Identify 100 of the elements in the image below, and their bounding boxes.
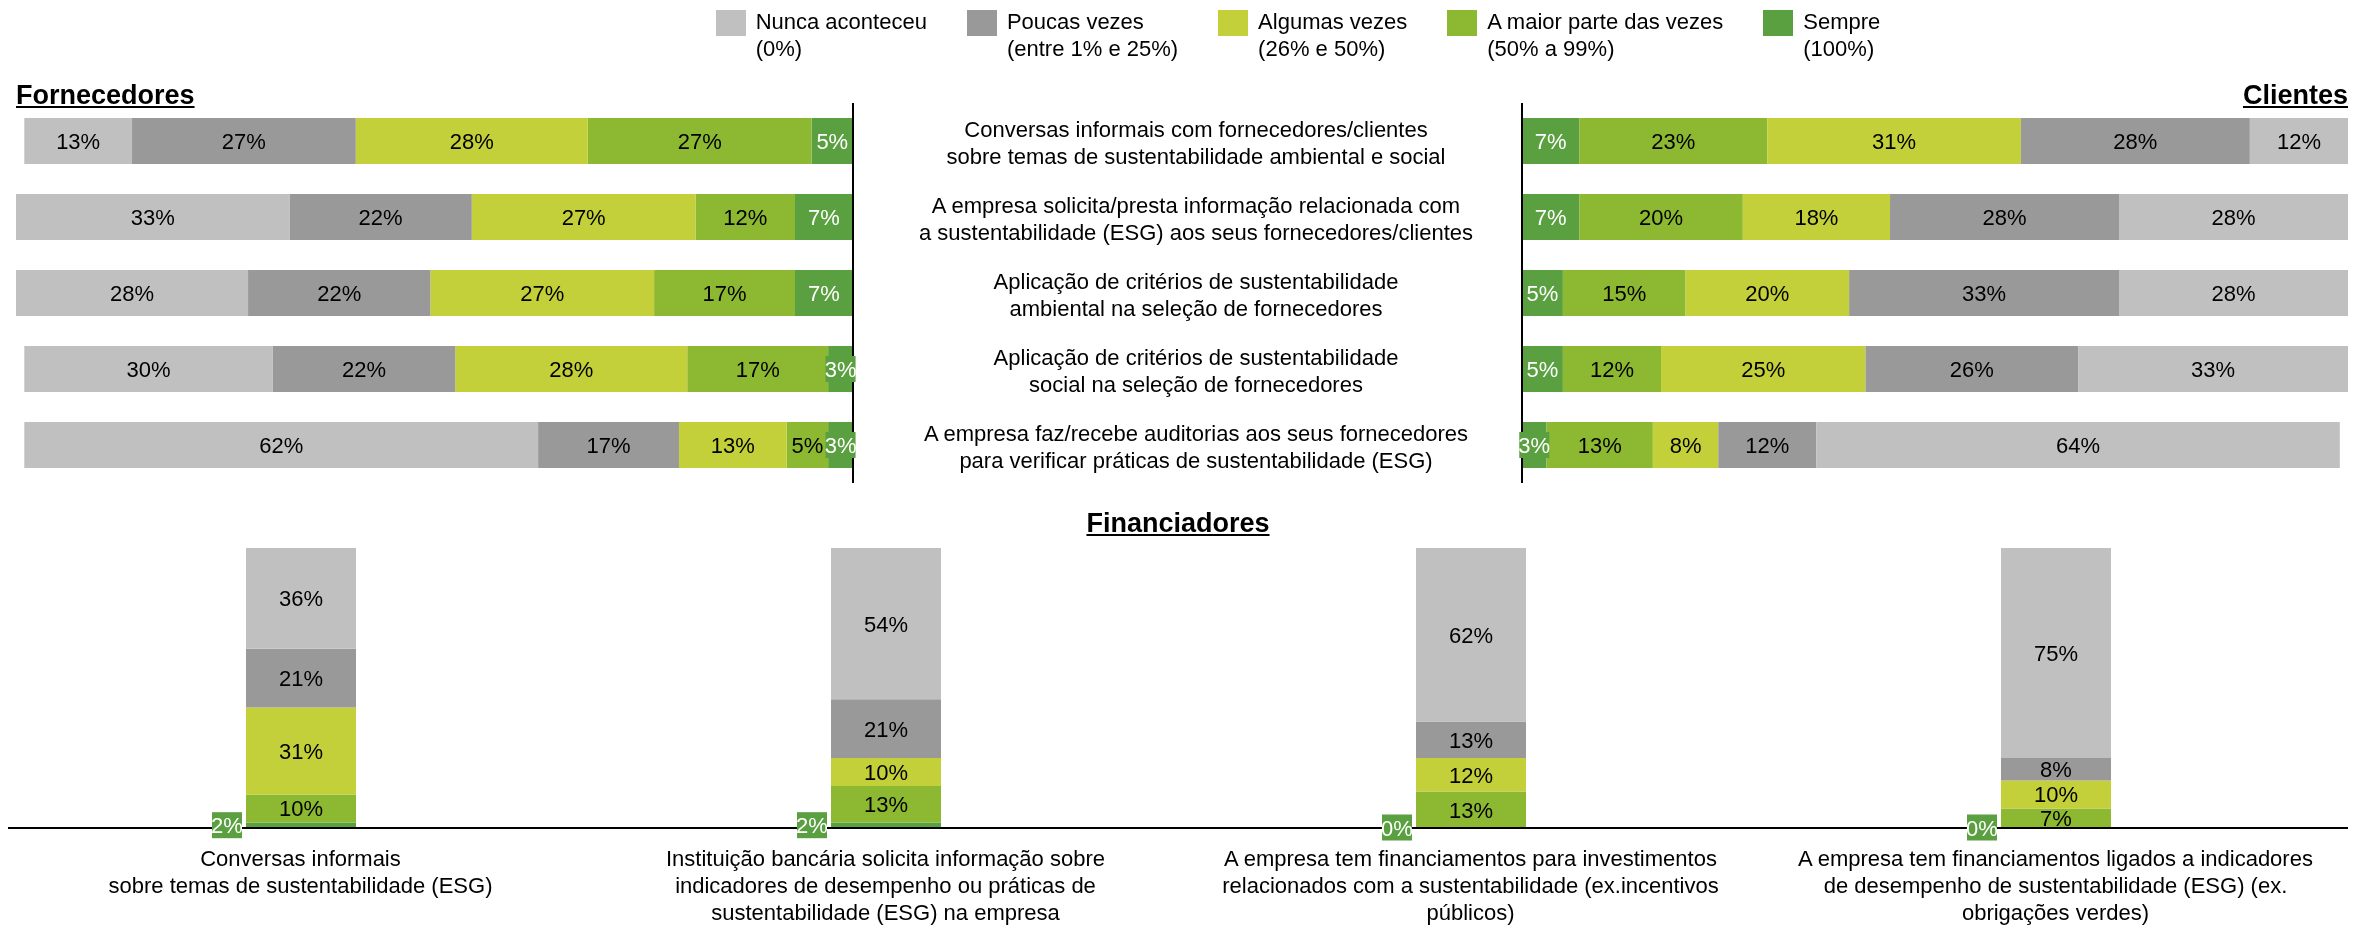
bar — [2001, 548, 2111, 758]
bar — [2119, 194, 2348, 240]
data-label: 10% — [2033, 782, 2079, 808]
bar — [794, 270, 853, 316]
data-label: 17% — [586, 433, 631, 458]
bar — [1416, 758, 1526, 792]
data-label: 33% — [2191, 357, 2236, 382]
bar — [2078, 346, 2348, 392]
bar — [1579, 194, 1743, 240]
x-tick-label: Instituição bancária solicita informação sobre indicadores de desempenho ou práticas de sustentabilidade (ESG) na empresa — [665, 846, 1106, 925]
data-label: 0% — [1381, 815, 1413, 841]
bar — [1718, 422, 1817, 468]
bar — [1562, 270, 1686, 316]
bar — [695, 194, 795, 240]
bar — [471, 194, 696, 240]
x-tick-label: A empresa tem financiamentos ligados a indicadores de desempenho de sustentabilidade (ESG) (ex. obrigações verdes) — [1798, 846, 2313, 925]
data-label: 10% — [278, 796, 324, 822]
bar — [455, 346, 688, 392]
data-label: 64% — [2056, 433, 2101, 458]
data-label: 2% — [211, 813, 243, 839]
data-label: 8% — [1669, 433, 1702, 458]
data-label: 7% — [808, 205, 840, 230]
data-label: 12% — [723, 205, 768, 230]
bar — [1767, 118, 2021, 164]
bar — [587, 118, 812, 164]
chart-title: Financiadores — [1085, 508, 1271, 539]
chart-title: Clientes — [2242, 80, 2348, 111]
bar — [1416, 721, 1526, 758]
data-label: 13% — [863, 792, 909, 818]
data-label: 7% — [1534, 129, 1567, 154]
data-label: 17% — [735, 357, 780, 382]
data-label: 27% — [520, 281, 565, 306]
legend-label: Algumas vezes (26% e 50%) — [1258, 8, 1408, 62]
data-label: 21% — [278, 666, 324, 692]
bar — [1816, 422, 2340, 468]
x-tick-label: A empresa tem financiamentos para investimentos relacionados com a sustentabilidade (ex.incentivos públicos) — [1222, 846, 1719, 925]
data-label: 13% — [710, 433, 755, 458]
data-label: 13% — [1577, 433, 1622, 458]
bar — [1661, 346, 1866, 392]
bar — [1849, 270, 2120, 316]
data-label: 33% — [1962, 281, 2007, 306]
data-label: 13% — [1448, 727, 1494, 753]
y-tick-label: Aplicação de critérios de sustentabilidade social na seleção de fornecedores — [993, 345, 1399, 397]
bar — [24, 118, 133, 164]
bar — [1416, 548, 1526, 722]
bar — [16, 270, 249, 316]
data-label: 20% — [1745, 281, 1790, 306]
data-label: 23% — [1651, 129, 1696, 154]
data-label: 10% — [863, 760, 909, 785]
bar — [831, 548, 941, 700]
data-label: 62% — [259, 433, 304, 458]
data-label: 28% — [2113, 129, 2158, 154]
data-label: 5% — [816, 129, 849, 154]
data-label: 20% — [1639, 205, 1684, 230]
bar — [831, 699, 941, 758]
data-label: 5% — [1526, 357, 1559, 382]
bar — [246, 707, 356, 795]
data-label: 27% — [677, 129, 722, 154]
bar — [24, 346, 273, 392]
bar — [1652, 422, 1719, 468]
bar — [1742, 194, 1891, 240]
data-label: 8% — [2040, 757, 2072, 783]
y-tick-label: Conversas informais com fornecedores/clientes sobre temas de sustentabilidade ambiental e social — [946, 117, 1446, 169]
data-label: 27% — [221, 129, 266, 154]
bar — [654, 270, 795, 316]
data-label: 28% — [2211, 205, 2256, 230]
bar — [272, 346, 456, 392]
data-label: 28% — [2211, 281, 2256, 306]
y-tick-label: A empresa faz/recebe auditorias aos seus fornecedores para verificar práticas de sustentabilidade (ESG) — [923, 421, 1469, 473]
data-label: 13% — [56, 129, 101, 154]
bar — [794, 194, 853, 240]
bar — [2119, 270, 2348, 316]
bar — [1562, 346, 1662, 392]
bar — [1522, 194, 1580, 240]
bar — [289, 194, 472, 240]
data-label: 2% — [796, 813, 828, 839]
bar — [2020, 118, 2250, 164]
data-label: 27% — [561, 205, 606, 230]
data-label: 13% — [1448, 797, 1494, 823]
data-label: 0% — [1966, 815, 1998, 841]
legend-label: Nunca aconteceu (0%) — [755, 8, 927, 62]
data-label: 12% — [1745, 433, 1790, 458]
bar — [1579, 118, 1768, 164]
bar — [831, 786, 941, 823]
legend-label: Sempre (100%) — [1803, 8, 1881, 62]
chart-title: Fornecedores — [16, 80, 195, 111]
bar — [1685, 270, 1850, 316]
data-label: 5% — [791, 433, 824, 458]
data-label: 26% — [1949, 357, 1994, 382]
data-label: 75% — [2033, 641, 2079, 666]
data-label: 22% — [358, 205, 403, 230]
data-label: 22% — [342, 357, 387, 382]
bar — [24, 422, 539, 468]
data-label: 33% — [130, 205, 175, 230]
data-label: 25% — [1741, 357, 1786, 382]
data-label: 54% — [863, 611, 909, 637]
bar — [248, 270, 431, 316]
y-tick-label: A empresa solicita/presta informação relacionada com a sustentabilidade (ESG) aos seus fornecedores/clientes — [919, 193, 1473, 245]
data-label: 28% — [449, 129, 494, 154]
y-tick-label: Aplicação de critérios de sustentabilidade ambiental na seleção de fornecedores — [993, 269, 1399, 321]
